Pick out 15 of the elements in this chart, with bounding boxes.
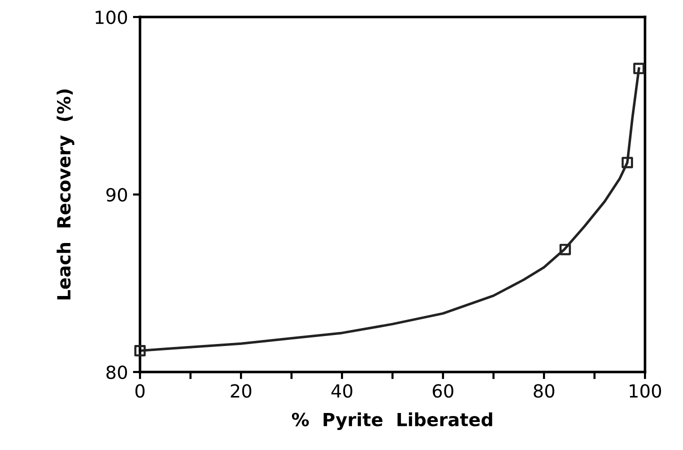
x-tick-label: 0 [135, 384, 145, 398]
y-tick-label: 100 [96, 10, 127, 24]
point [560, 244, 571, 256]
y-axis-title: Leach Recovery (%) [56, 89, 74, 300]
y-tick-label: 90 [106, 188, 127, 202]
x-tick-label: 40 [331, 384, 352, 398]
point [622, 156, 634, 168]
x-tick-label: 100 [630, 384, 662, 398]
x-tick-label: 60 [432, 384, 454, 398]
x-tick-label: 20 [230, 384, 252, 398]
point [134, 344, 146, 356]
point [633, 62, 645, 74]
x-tick-label: 80 [534, 384, 554, 398]
x-axis-title: % Pyrite Liberated [292, 412, 492, 430]
y-tick-label: 80 [106, 365, 127, 380]
